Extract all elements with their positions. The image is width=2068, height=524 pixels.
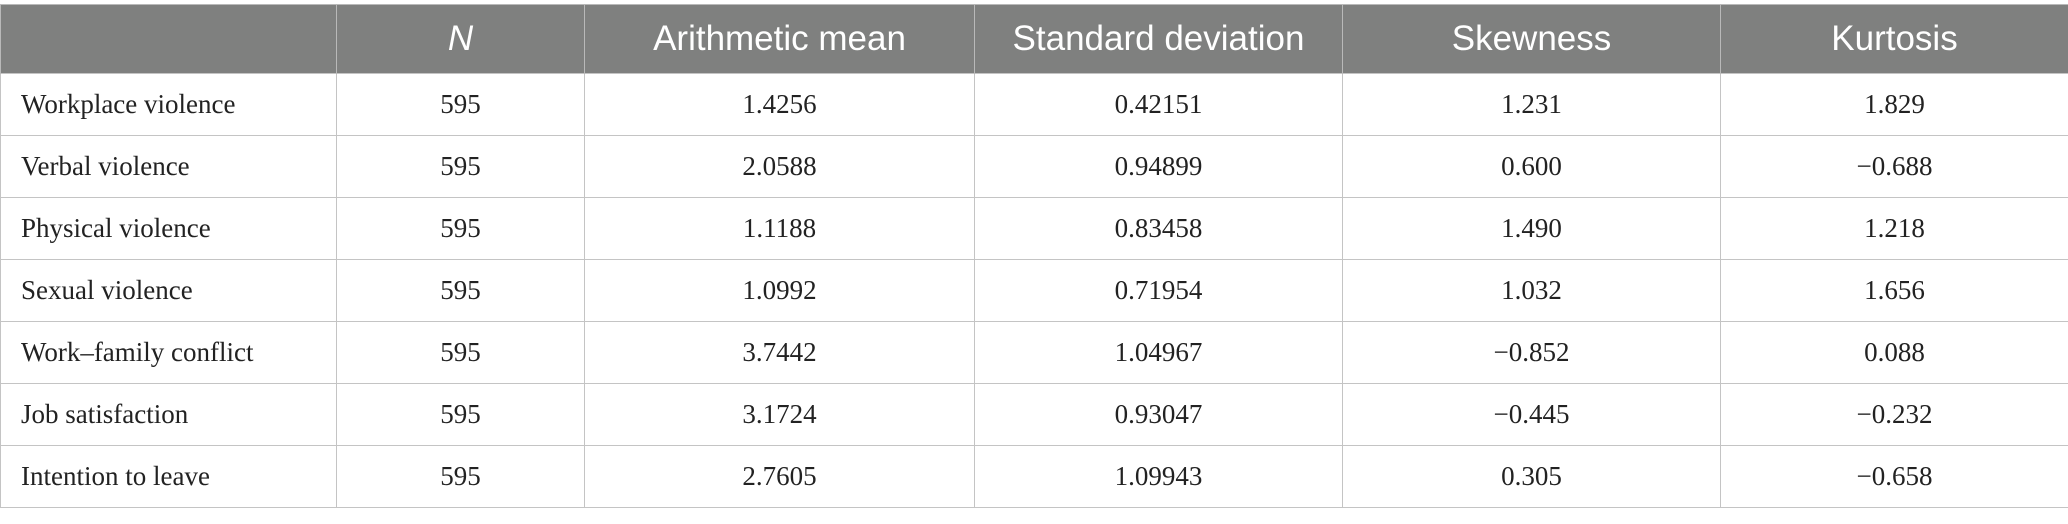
cell-sd: 0.42151 — [974, 73, 1343, 136]
cell-kurtosis: 1.829 — [1720, 73, 2068, 136]
cell-skewness: 0.600 — [1342, 135, 1721, 198]
cell-n: 595 — [336, 259, 585, 322]
cell-skewness: −0.852 — [1342, 321, 1721, 384]
cell-kurtosis: −0.688 — [1720, 135, 2068, 198]
header-standard-deviation: Standard deviation — [974, 4, 1343, 74]
cell-skewness: 0.305 — [1342, 445, 1721, 508]
header-n: N — [336, 4, 585, 74]
cell-mean: 2.0588 — [584, 135, 975, 198]
header-arithmetic-mean: Arithmetic mean — [584, 4, 975, 74]
cell-kurtosis: −0.658 — [1720, 445, 2068, 508]
row-label: Workplace violence — [0, 73, 337, 136]
header-skewness: Skewness — [1342, 4, 1721, 74]
header-row: N Arithmetic mean Standard deviation Ske… — [0, 4, 2068, 74]
cell-kurtosis: −0.232 — [1720, 383, 2068, 446]
cell-mean: 3.1724 — [584, 383, 975, 446]
table-row: Job satisfaction 595 3.1724 0.93047 −0.4… — [0, 383, 2068, 446]
cell-mean: 1.4256 — [584, 73, 975, 136]
cell-kurtosis: 1.656 — [1720, 259, 2068, 322]
cell-mean: 1.1188 — [584, 197, 975, 260]
table-row: Physical violence 595 1.1188 0.83458 1.4… — [0, 197, 2068, 260]
cell-mean: 3.7442 — [584, 321, 975, 384]
row-label: Sexual violence — [0, 259, 337, 322]
cell-n: 595 — [336, 135, 585, 198]
table-row: Sexual violence 595 1.0992 0.71954 1.032… — [0, 259, 2068, 322]
cell-n: 595 — [336, 383, 585, 446]
table-row: Workplace violence 595 1.4256 0.42151 1.… — [0, 73, 2068, 136]
row-label: Intention to leave — [0, 445, 337, 508]
table-row: Verbal violence 595 2.0588 0.94899 0.600… — [0, 135, 2068, 198]
descriptive-statistics-table: N Arithmetic mean Standard deviation Ske… — [0, 4, 2068, 508]
cell-skewness: 1.231 — [1342, 73, 1721, 136]
cell-n: 595 — [336, 197, 585, 260]
row-label: Verbal violence — [0, 135, 337, 198]
cell-mean: 2.7605 — [584, 445, 975, 508]
cell-sd: 0.71954 — [974, 259, 1343, 322]
cell-sd: 1.04967 — [974, 321, 1343, 384]
header-variable — [0, 4, 337, 74]
row-label: Work–family conflict — [0, 321, 337, 384]
cell-sd: 0.93047 — [974, 383, 1343, 446]
cell-skewness: 1.490 — [1342, 197, 1721, 260]
cell-kurtosis: 0.088 — [1720, 321, 2068, 384]
cell-n: 595 — [336, 321, 585, 384]
row-label: Physical violence — [0, 197, 337, 260]
cell-n: 595 — [336, 73, 585, 136]
row-label: Job satisfaction — [0, 383, 337, 446]
statistics-table-container: N Arithmetic mean Standard deviation Ske… — [0, 4, 2068, 508]
cell-sd: 0.94899 — [974, 135, 1343, 198]
table-row: Intention to leave 595 2.7605 1.09943 0.… — [0, 445, 2068, 508]
cell-n: 595 — [336, 445, 585, 508]
cell-skewness: 1.032 — [1342, 259, 1721, 322]
table-row: Work–family conflict 595 3.7442 1.04967 … — [0, 321, 2068, 384]
cell-kurtosis: 1.218 — [1720, 197, 2068, 260]
cell-sd: 1.09943 — [974, 445, 1343, 508]
cell-sd: 0.83458 — [974, 197, 1343, 260]
cell-skewness: −0.445 — [1342, 383, 1721, 446]
header-kurtosis: Kurtosis — [1720, 4, 2068, 74]
cell-mean: 1.0992 — [584, 259, 975, 322]
